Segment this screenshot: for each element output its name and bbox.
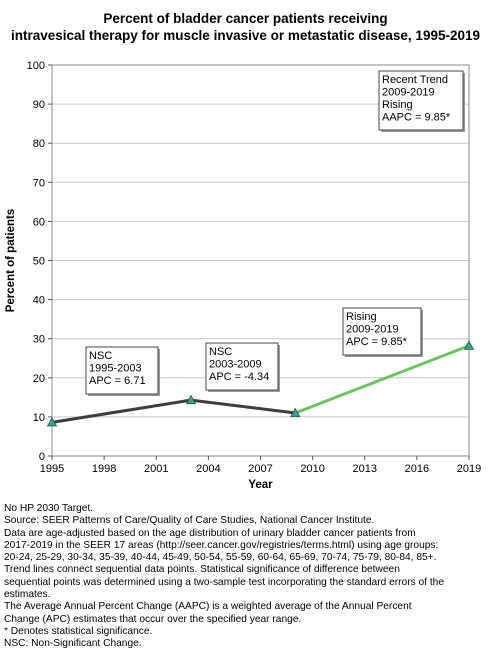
annotation-line: 2003-2009 [209,359,262,371]
y-tick-label: 50 [33,256,45,268]
trend-segment-2 [189,398,297,415]
y-tick-label: 80 [33,138,45,150]
y-tick-label: 0 [39,451,45,463]
y-tick-label: 90 [33,99,45,111]
footnote-line: 20-24, 25-29, 30-34, 35-39, 40-44, 45-49… [4,552,437,564]
annotation-line: APC = -4.34 [209,371,269,383]
x-tick-label: 2004 [196,463,220,475]
footnote-line: Source: SEER Patterns of Care/Quality of… [4,515,375,527]
data-point-1995 [46,417,58,427]
annotation-line: NSC [89,350,112,362]
y-tick-label: 40 [33,295,45,307]
footnote-line: * Denotes statistical significance. [4,625,153,637]
y-tick-label: 100 [27,60,45,72]
footnote-line: Trend lines connect sequential data poin… [4,564,400,576]
x-tick-label: 1998 [92,463,116,475]
x-tick-label: 2001 [144,463,168,475]
footnotes: No HP 2030 Target. Source: SEER Patterns … [4,503,490,651]
footnote-line: The Average Annual Percent Change (AAPC)… [4,601,412,613]
annotation-line: NSC [209,346,232,358]
x-tick-label: 2010 [300,463,324,475]
line-chart: 0 10 20 30 40 50 60 70 80 90 100 1995 1998 2001 2004 20… [5,60,482,491]
y-tick-label: 60 [33,216,45,228]
x-tick-label: 2013 [353,463,377,475]
annotation-line: AAPC = 9.85* [382,112,451,124]
x-tick-label: 2007 [248,463,272,475]
annotation-line: 2009-2019 [346,324,399,336]
footnote-line: 2017-2019 in the SEER 17 areas (http://s… [4,539,439,551]
annotation-line: Recent Trend [382,74,448,86]
annotation-box [342,307,422,356]
y-tick-label: 10 [33,412,45,424]
footnote-line: sequential points was determined using a… [4,576,445,588]
footnote-line: NSC: Non-Significant Change. [4,638,142,650]
y-axis-title: Percent of patients [5,209,17,313]
footnote-line: Data are age-adjusted based on the age d… [4,527,416,539]
chart-title: Percent of bladder cancer patients recei… [0,10,491,44]
annotation-box [85,346,159,395]
trend-segment-1 [50,398,193,424]
y-tick-label: 70 [33,177,45,189]
data-point-2003 [185,394,197,405]
footnote-line: No HP 2030 Target. [4,503,94,514]
y-tick-label: 20 [33,373,45,385]
trend-segment-3 [293,344,471,415]
axis-ticks: 0 10 20 30 40 50 60 70 80 90 100 1995 1998 2001 2004 20… [27,60,482,475]
x-tick-label: 2019 [457,463,481,475]
trend-lines [50,344,471,424]
footnote-line: estimates. [4,589,51,601]
annotation-box [205,342,279,391]
chart-title-line-2: intravesical therapy for muscle invasive… [10,28,480,43]
data-point-2019 [463,340,475,350]
annotation-line: APC = 9.85* [346,336,408,348]
annotation-box [378,70,464,131]
x-axis-title: Year [248,479,273,491]
y-tick-label: 30 [33,334,45,346]
footnote-line: Change (APC) estimates that occur over t… [4,613,302,625]
x-tick-label: 2016 [405,463,429,475]
annotation-line: 2009-2019 [382,87,435,99]
x-tick-label: 1995 [40,463,64,475]
data-point-2009 [290,407,301,417]
chart-title-line-1: Percent of bladder cancer patients recei… [103,11,388,26]
annotation-line: APC = 6.71 [89,375,146,387]
annotation-line: Rising [382,99,413,111]
annotation-line: 1995-2003 [89,363,142,375]
annotation-line: Rising [346,311,377,323]
data-markers [46,340,475,427]
